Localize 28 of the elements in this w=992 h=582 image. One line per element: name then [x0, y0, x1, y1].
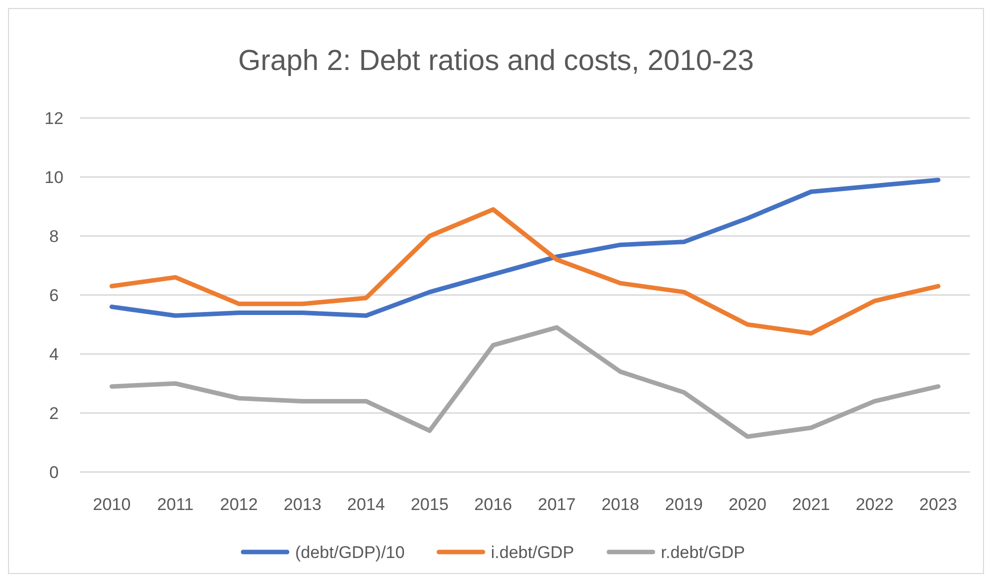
y-tick-label: 0 [49, 462, 59, 482]
y-tick-label: 4 [49, 344, 59, 364]
x-tick-label: 2010 [92, 495, 131, 514]
x-tick-label: 2016 [474, 495, 512, 514]
legend-label: (debt/GDP)/10 [295, 542, 405, 562]
x-tick-label: 2013 [284, 495, 322, 514]
y-tick-label: 6 [49, 286, 59, 305]
x-tick-label: 2022 [856, 495, 894, 514]
legend-label: i.debt/GDP [490, 542, 574, 562]
chart-title: Graph 2: Debt ratios and costs, 2010-23 [238, 45, 754, 77]
x-tick-label: 2019 [665, 495, 703, 514]
x-tick-label: 2017 [538, 495, 576, 514]
y-tick-label: 2 [49, 404, 59, 423]
line-series [110, 325, 940, 439]
x-tick-label: 2011 [157, 495, 194, 514]
y-tick-label: 10 [44, 168, 64, 187]
y-tick-label: 8 [49, 226, 59, 246]
x-tick-label: 2020 [728, 495, 766, 514]
y-tick-label: 12 [44, 108, 64, 128]
x-tick-label: 2023 [919, 495, 958, 514]
x-tick-label: 2014 [347, 495, 385, 514]
line-series [110, 178, 940, 318]
legend-label: r.debt/GDP [660, 542, 746, 562]
x-tick-label: 2021 [792, 495, 830, 514]
x-tick-label: 2012 [220, 495, 258, 514]
x-tick-label: 2018 [601, 495, 640, 514]
line-series [110, 207, 940, 336]
x-tick-label: 2015 [410, 495, 449, 514]
